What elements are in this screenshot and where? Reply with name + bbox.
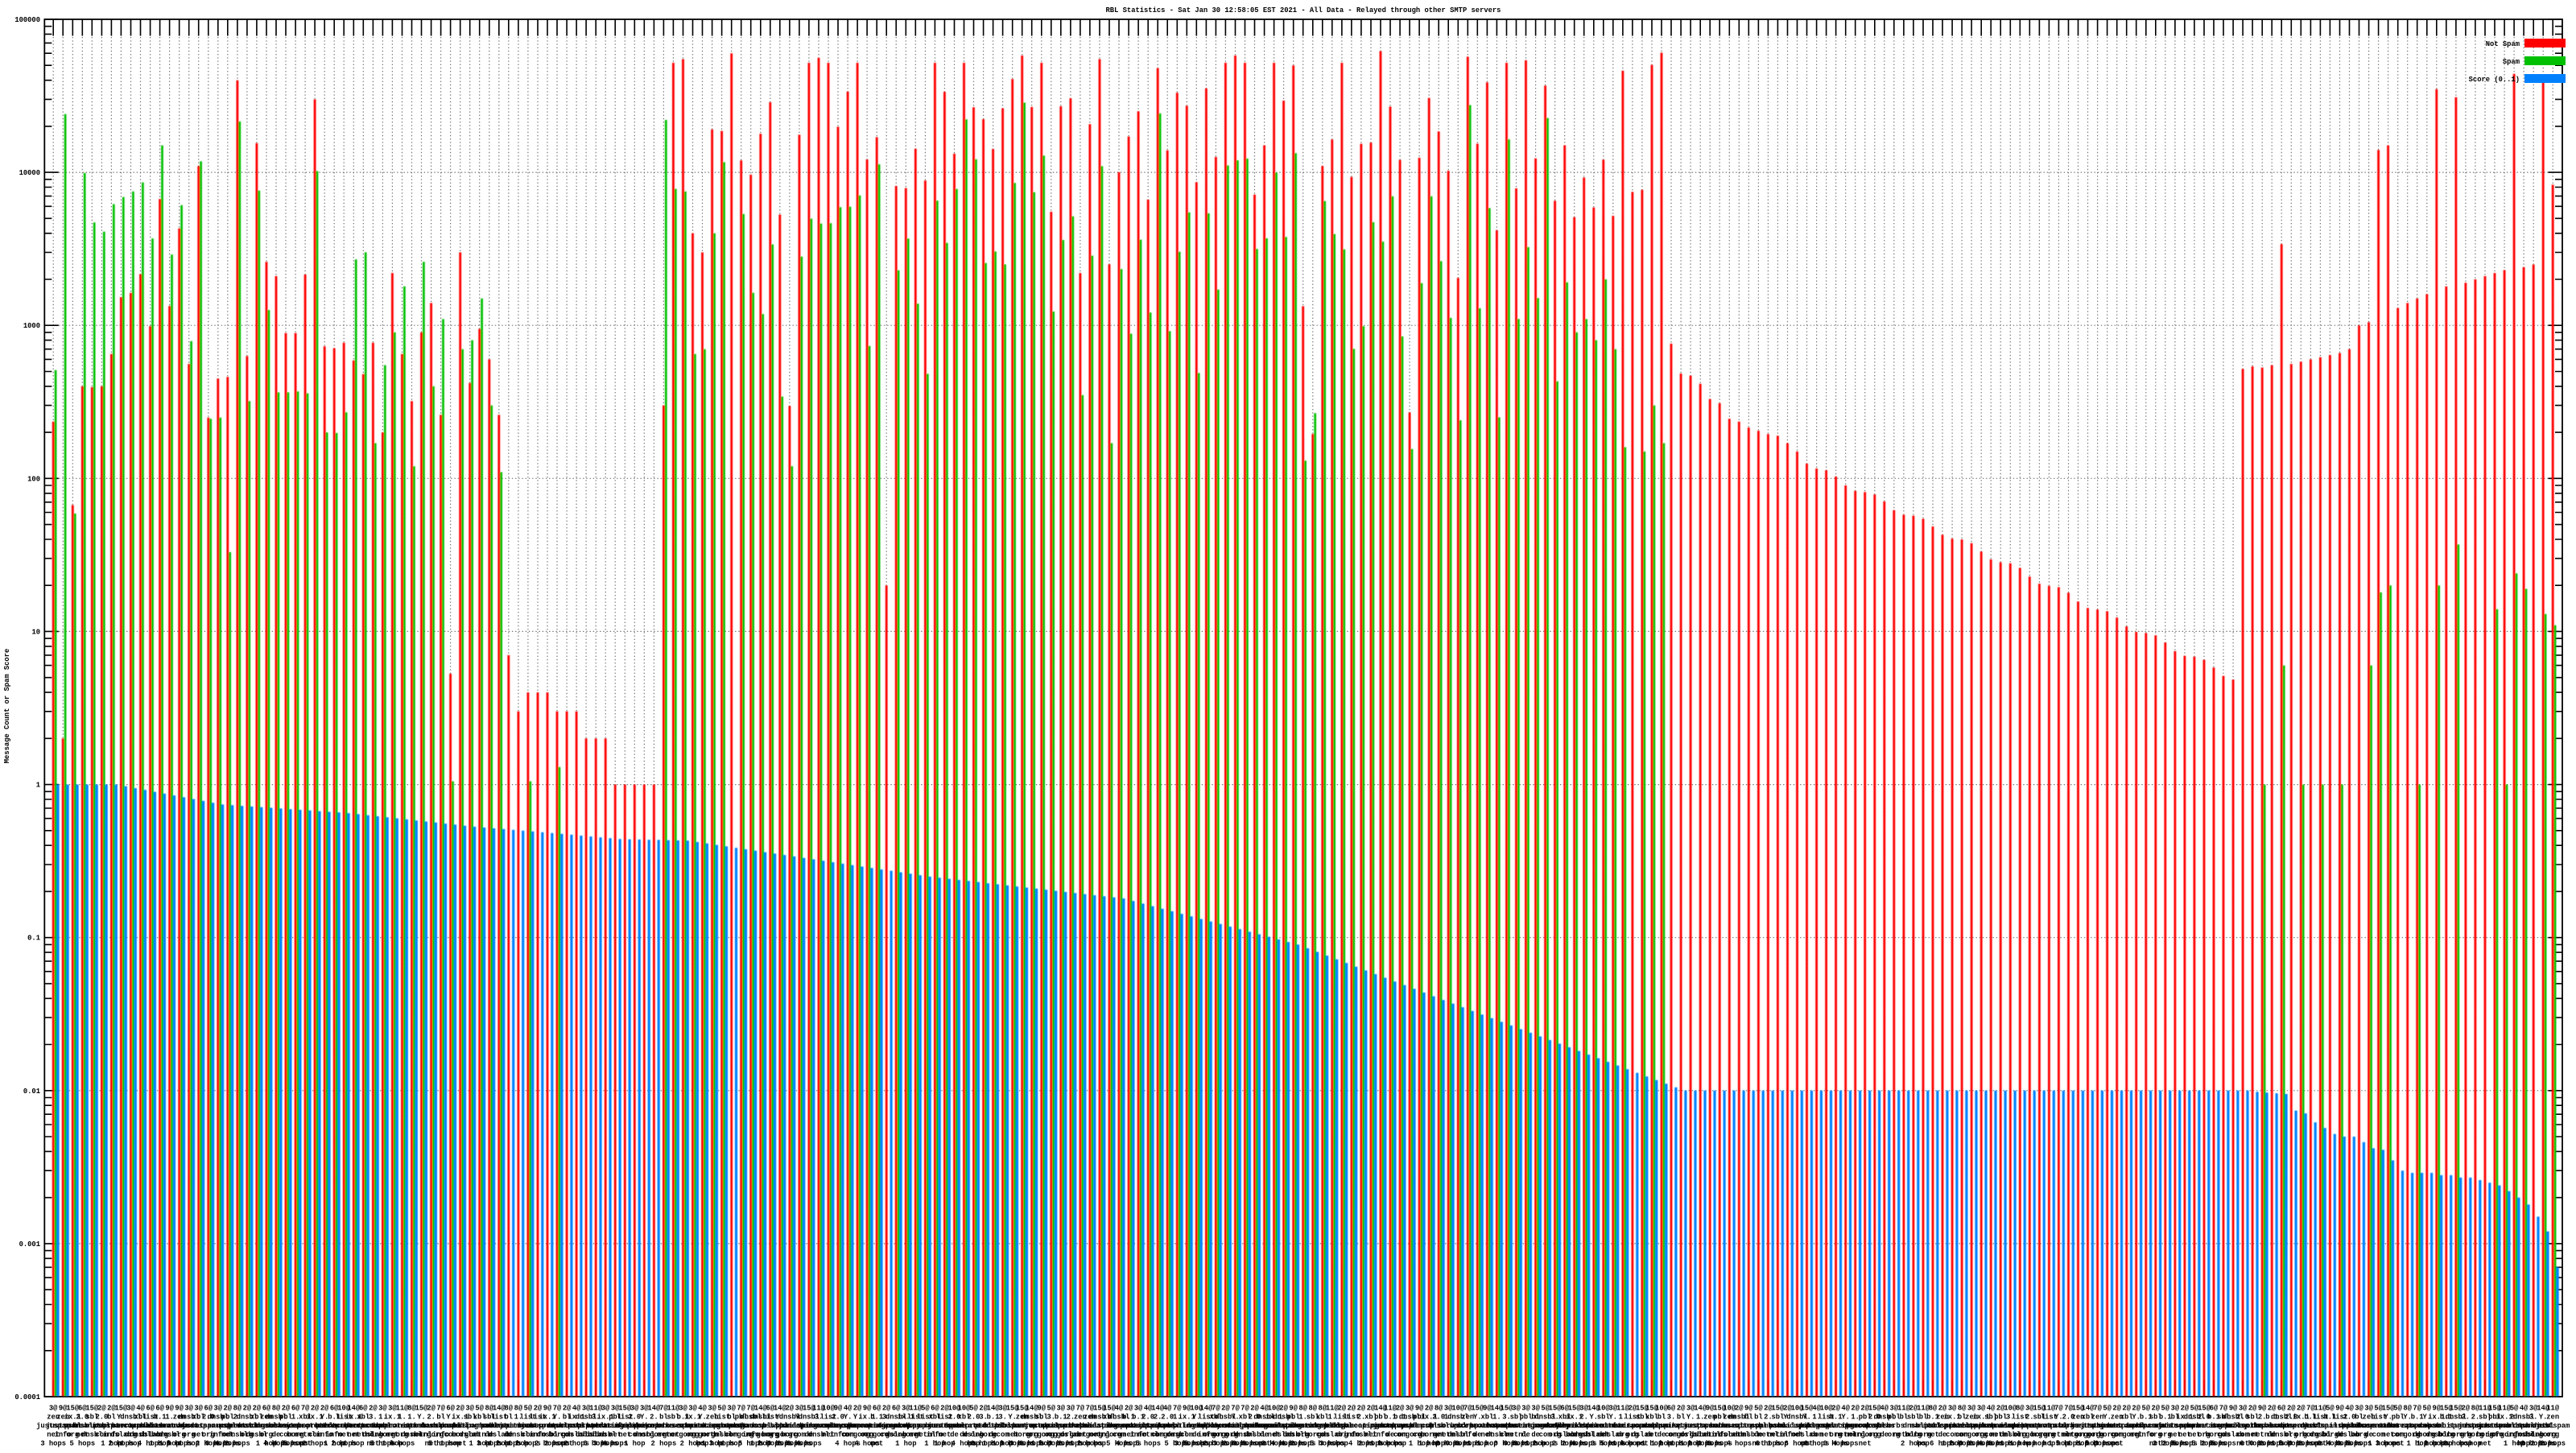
svg-text:0.001: 0.001 <box>19 1240 40 1249</box>
svg-text:Not Spam: Not Spam <box>2486 40 2520 48</box>
svg-text:100: 100 <box>27 475 40 483</box>
svg-text:0.01: 0.01 <box>23 1088 40 1096</box>
svg-text:10000: 10000 <box>19 169 40 177</box>
svg-text:Spam: Spam <box>2503 58 2520 66</box>
svg-text:100000: 100000 <box>14 16 40 24</box>
svg-text:1: 1 <box>36 782 40 790</box>
svg-text:0.0001: 0.0001 <box>14 1393 40 1401</box>
svg-text:netinfoorgnetdnsblcominfodslab: netinfoorgnetdnsblcominfodslaborgdnsblds… <box>47 1431 2559 1439</box>
svg-text:Score (0..1): Score (0..1) <box>2469 76 2520 84</box>
svg-text:RBL Statistics - Sat Jan 30 12: RBL Statistics - Sat Jan 30 12:58:05 EST… <box>1106 6 1501 14</box>
svg-text:10: 10 <box>31 628 40 636</box>
svg-text:Message Count or Spam Score: Message Count or Spam Score <box>3 649 11 764</box>
svg-text:3@9@15@6@15@2@2@15@3@4@6@6@9@9: 3@9@15@6@15@2@2@15@3@4@ 6@6@9@ 9@3@3@ 6@3@2… <box>49 1405 2560 1413</box>
svg-text:justspamjustspampsbldnsblmanit: justspamjustspampsbldnsblmanitupsblucepr… <box>36 1422 2570 1430</box>
svg-text:1000: 1000 <box>23 322 40 330</box>
svg-text:zenzenix.12.0sbl2.0blY.dnsblxb: zenzenix.12.0sbl2.0blY.dnsblxbllistb.11.… <box>47 1414 2559 1422</box>
svg-text:3 hops5 hops1 hop2 hops1 hop4: 3 hops 5 hops 1 hop2 hops1 hop4 hops1 hop1… <box>40 1440 2566 1448</box>
svg-text:0.1: 0.1 <box>27 935 40 943</box>
